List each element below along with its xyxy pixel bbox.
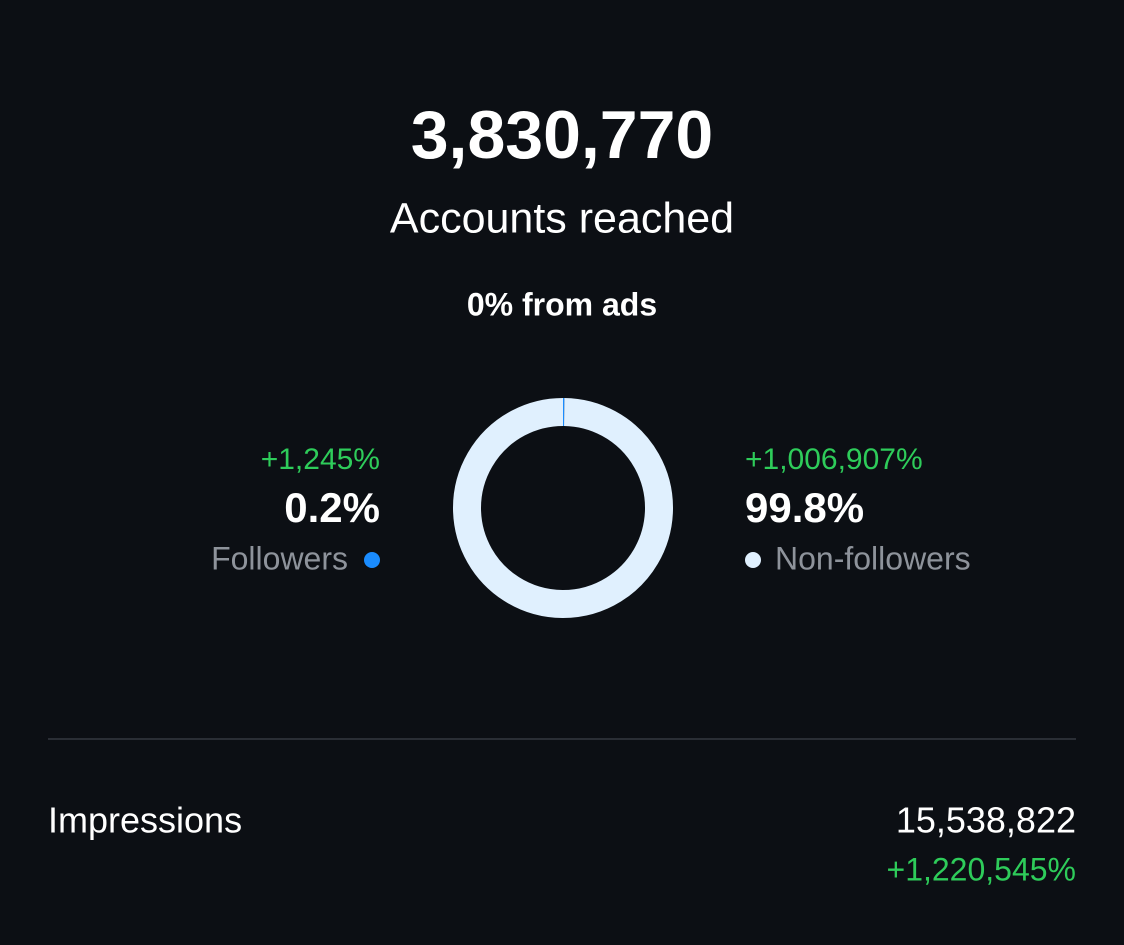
impressions-value: 15,538,822 bbox=[896, 800, 1076, 841]
donut-segment bbox=[453, 398, 673, 618]
non-followers-label: Non-followers bbox=[775, 540, 971, 576]
ads-share: 0% from ads bbox=[467, 286, 657, 322]
legend-dot bbox=[745, 552, 761, 568]
followers-share: 0.2% bbox=[284, 484, 380, 531]
impressions-change: +1,220,545% bbox=[887, 851, 1077, 887]
followers-label: Followers bbox=[211, 540, 348, 576]
non-followers-change: +1,006,907% bbox=[745, 443, 923, 476]
followers-change: +1,245% bbox=[261, 443, 380, 476]
non-followers-share: 99.8% bbox=[745, 484, 864, 531]
total-label: Accounts reached bbox=[390, 194, 734, 242]
donut bbox=[453, 398, 673, 618]
total-reached: 3,830,770 bbox=[411, 97, 714, 173]
impressions-label: Impressions bbox=[48, 800, 242, 841]
legend-dot bbox=[364, 552, 380, 568]
